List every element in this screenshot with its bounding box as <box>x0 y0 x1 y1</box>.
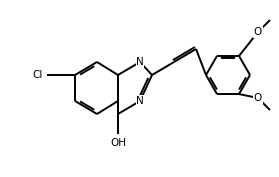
Text: OH: OH <box>110 138 126 148</box>
Text: Cl: Cl <box>33 70 43 80</box>
Text: N: N <box>136 57 144 67</box>
Text: O: O <box>254 93 262 103</box>
Text: O: O <box>254 27 262 37</box>
Text: N: N <box>136 96 144 106</box>
